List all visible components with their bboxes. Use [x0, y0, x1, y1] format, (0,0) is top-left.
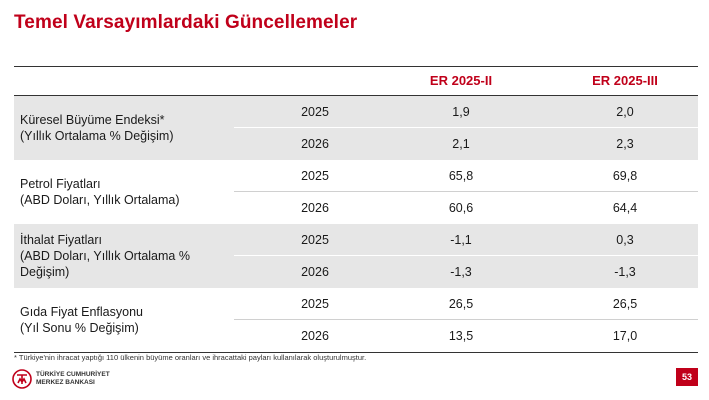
footnote: * Türkiye'nin ihracat yaptığı 110 ülkeni…	[14, 353, 367, 362]
group-food-inflation: Gıda Fiyat Enflasyonu (Yıl Sonu % Değişi…	[14, 288, 698, 352]
value-cell: 13,5	[448, 329, 474, 343]
value-cell: 26,5	[448, 297, 474, 311]
group-import-prices: İthalat Fiyatları (ABD Doları, Yıllık Or…	[14, 224, 698, 288]
row-label: Petrol Fiyatları (ABD Doları, Yıllık Ort…	[20, 177, 180, 207]
value-cell: 60,6	[448, 201, 474, 215]
table-header: ER 2025-II ER 2025-III	[14, 67, 698, 96]
value-cell: 2,0	[616, 105, 634, 119]
value-cell: -1,3	[450, 265, 472, 279]
row-label: Gıda Fiyat Enflasyonu (Yıl Sonu % Değişi…	[20, 305, 143, 335]
year-cell: 2025	[301, 233, 329, 247]
value-cell: 1,9	[452, 105, 470, 119]
group-global-growth: Küresel Büyüme Endeksi* (Yıllık Ortalama…	[14, 96, 698, 160]
column-header-er-2025-ii: ER 2025-II	[429, 73, 493, 88]
tcmb-logo: TÜRKİYE CUMHURİYET MERKEZ BANKASI	[12, 369, 110, 389]
value-cell: -1,1	[450, 233, 472, 247]
value-cell: 2,1	[452, 137, 470, 151]
page-number: 53	[676, 368, 698, 386]
value-cell: 0,3	[616, 233, 634, 247]
value-cell: 26,5	[612, 297, 638, 311]
year-cell: 2026	[301, 329, 329, 343]
year-cell: 2026	[301, 137, 329, 151]
group-oil-prices: Petrol Fiyatları (ABD Doları, Yıllık Ort…	[14, 160, 698, 224]
logo-text: TÜRKİYE CUMHURİYET MERKEZ BANKASI	[36, 371, 110, 386]
year-cell: 2026	[301, 265, 329, 279]
value-cell: 2,3	[616, 137, 634, 151]
year-cell: 2026	[301, 201, 329, 215]
table-bottom-rule	[14, 352, 698, 353]
value-cell: 64,4	[612, 201, 638, 215]
year-cell: 2025	[301, 169, 329, 183]
assumptions-table: ER 2025-II ER 2025-III Küresel Büyüme En…	[14, 66, 698, 353]
value-cell: 65,8	[448, 169, 474, 183]
value-cell: 69,8	[612, 169, 638, 183]
value-cell: -1,3	[614, 265, 636, 279]
column-header-er-2025-iii: ER 2025-III	[592, 73, 658, 88]
row-label: İthalat Fiyatları (ABD Doları, Yıllık Or…	[20, 233, 190, 279]
year-cell: 2025	[301, 105, 329, 119]
tcmb-logo-icon	[12, 369, 32, 389]
value-cell: 17,0	[612, 329, 638, 343]
row-label: Küresel Büyüme Endeksi* (Yıllık Ortalama…	[20, 113, 174, 143]
year-cell: 2025	[301, 297, 329, 311]
page-title: Temel Varsayımlardaki Güncellemeler	[14, 12, 358, 33]
